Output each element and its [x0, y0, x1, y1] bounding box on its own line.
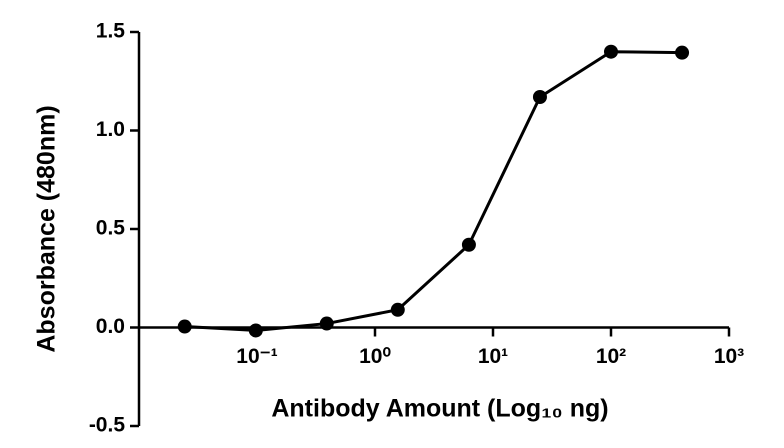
data-point — [461, 237, 476, 252]
x-tick-label: 10³ — [714, 345, 744, 368]
x-tick-label: 10⁻¹ — [236, 345, 277, 368]
y-tick-label: 1.0 — [96, 118, 125, 141]
x-axis-title: Antibody Amount (Log₁₀ ng) — [271, 395, 608, 423]
data-point — [390, 302, 405, 317]
x-tick-label: 10² — [596, 345, 626, 368]
data-line — [184, 50, 683, 332]
y-tick-label: -0.5 — [89, 414, 126, 437]
x-tick-label: 10¹ — [478, 345, 508, 368]
data-point — [248, 323, 263, 338]
data-point — [604, 44, 618, 59]
data-point — [319, 316, 334, 331]
data-point — [675, 45, 690, 60]
y-tick-label: 0.5 — [96, 217, 126, 240]
data-point — [532, 90, 547, 105]
x-tick-label: 10⁰ — [359, 345, 391, 368]
data-point — [177, 319, 192, 334]
y-tick-label: 0.0 — [96, 315, 125, 338]
y-axis-title: Absorbance (480nm) — [33, 105, 61, 352]
y-tick-label: 1.5 — [96, 20, 126, 43]
